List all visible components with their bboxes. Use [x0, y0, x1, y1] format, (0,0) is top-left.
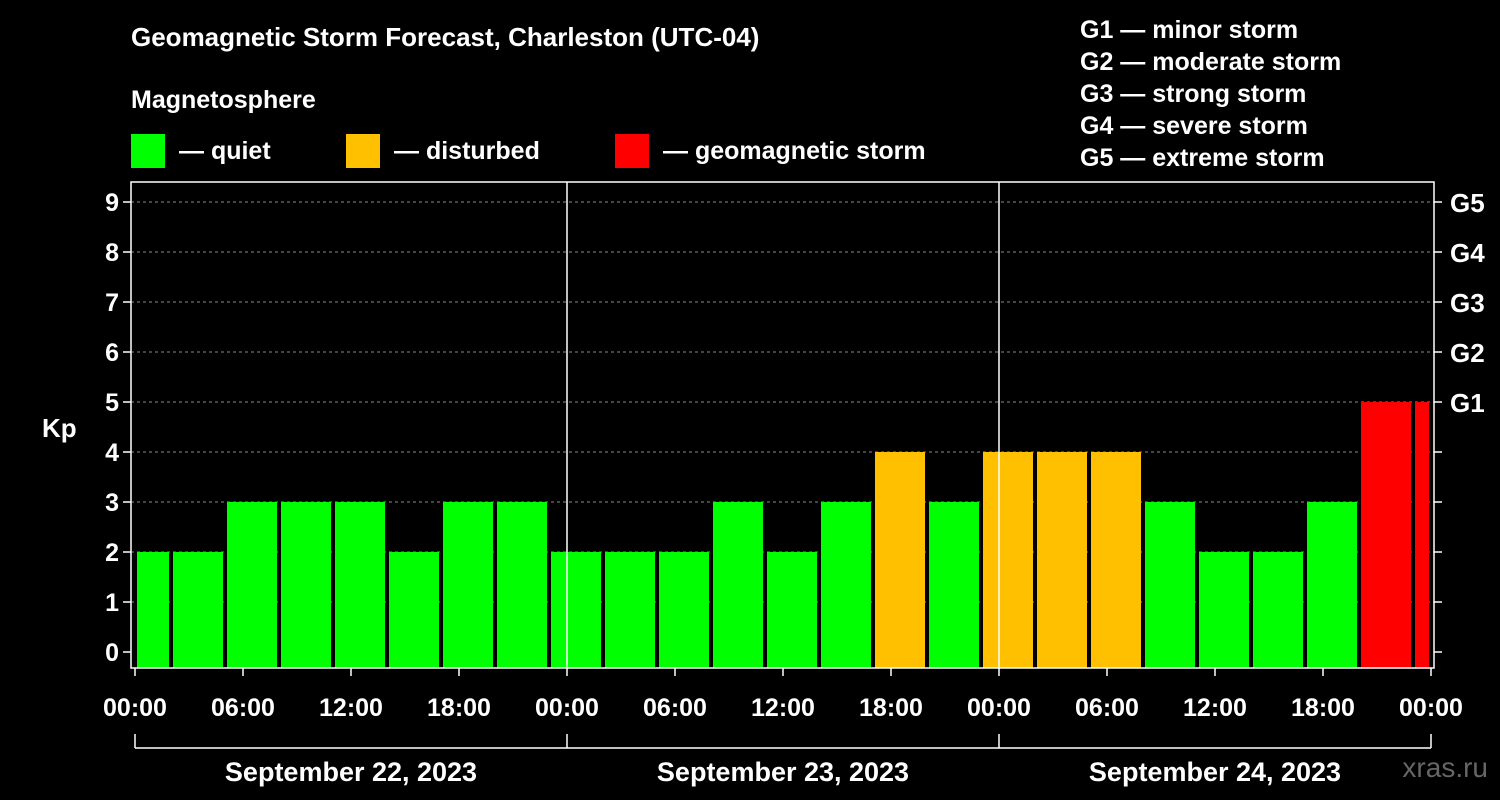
g-level-label: G1 — [1450, 388, 1485, 418]
kp-bar — [1145, 502, 1195, 668]
date-label: September 23, 2023 — [657, 757, 909, 787]
watermark: xras.ru — [1402, 752, 1488, 783]
kp-bar — [1091, 452, 1141, 668]
legend-swatch-storm — [615, 134, 649, 168]
g-level-label: G4 — [1450, 238, 1485, 268]
legend-label-quiet: — quiet — [179, 136, 271, 165]
y-tick-label: 6 — [105, 339, 119, 367]
g-level-label: G2 — [1450, 338, 1485, 368]
y-tick-label: 5 — [105, 389, 119, 417]
kp-bar — [1307, 502, 1357, 668]
legend-label-storm: — geomagnetic storm — [663, 136, 926, 165]
kp-bar — [389, 552, 439, 668]
kp-bar — [713, 502, 763, 668]
legend-item-storm: — geomagnetic storm — [615, 134, 926, 168]
x-tick-label: 00:00 — [103, 694, 167, 722]
g-level-label: G3 — [1450, 288, 1485, 318]
legend-swatch-quiet — [131, 134, 165, 168]
kp-bar — [1415, 402, 1429, 668]
g-scale-item: G2 — moderate storm — [1080, 48, 1342, 76]
y-tick-label: 4 — [105, 439, 119, 467]
kp-bar — [659, 552, 709, 668]
y-tick-label: 2 — [105, 539, 119, 567]
x-tick-label: 00:00 — [1399, 694, 1463, 722]
kp-bar — [335, 502, 385, 668]
legend-label-disturbed: — disturbed — [394, 136, 540, 165]
x-tick-label: 18:00 — [427, 694, 491, 722]
kp-bar — [1253, 552, 1303, 668]
x-tick-label: 12:00 — [319, 694, 383, 722]
kp-bar — [173, 552, 223, 668]
chart-title: Geomagnetic Storm Forecast, Charleston (… — [131, 22, 760, 52]
y-tick-label: 8 — [105, 239, 119, 267]
kp-bar — [821, 502, 871, 668]
x-tick-label: 18:00 — [859, 694, 923, 722]
g-level-label: G5 — [1450, 188, 1485, 218]
y-axis-label: Kp — [42, 413, 77, 443]
kp-bar — [1199, 552, 1249, 668]
y-tick-label: 9 — [105, 189, 119, 217]
kp-bar — [767, 552, 817, 668]
x-tick-label: 18:00 — [1291, 694, 1355, 722]
kp-bar — [605, 552, 655, 668]
x-tick-label: 12:00 — [751, 694, 815, 722]
y-tick-label: 1 — [105, 589, 119, 617]
kp-bar — [1037, 452, 1087, 668]
kp-bar — [497, 502, 547, 668]
date-label: September 22, 2023 — [225, 757, 477, 787]
y-tick-label: 3 — [105, 489, 119, 517]
date-label: September 24, 2023 — [1089, 757, 1341, 787]
x-tick-label: 12:00 — [1183, 694, 1247, 722]
legend-item-disturbed: — disturbed — [346, 134, 540, 168]
x-tick-label: 00:00 — [535, 694, 599, 722]
x-tick-label: 00:00 — [967, 694, 1031, 722]
kp-bar — [1361, 402, 1411, 668]
y-tick-label: 0 — [105, 639, 119, 667]
x-tick-label: 06:00 — [643, 694, 707, 722]
g-scale-item: G5 — extreme storm — [1080, 144, 1325, 172]
y-tick-label: 7 — [105, 289, 119, 317]
kp-bar — [551, 552, 601, 668]
kp-bar — [443, 502, 493, 668]
legend-swatch-disturbed — [346, 134, 380, 168]
legend-item-quiet: — quiet — [131, 134, 271, 168]
legend-title: Magnetosphere — [131, 86, 316, 114]
kp-bar — [227, 502, 277, 668]
g-scale-list: G1 — minor storm G2 — moderate storm G3 … — [1080, 14, 1341, 174]
g-scale-item: G3 — strong storm — [1080, 80, 1307, 108]
kp-bar — [137, 552, 169, 668]
x-tick-label: 06:00 — [1075, 694, 1139, 722]
kp-bar — [875, 452, 925, 668]
kp-bar — [281, 502, 331, 668]
kp-bar — [929, 502, 979, 668]
g-scale-item: G1 — minor storm — [1080, 16, 1299, 44]
x-tick-label: 06:00 — [211, 694, 275, 722]
g-scale-item: G4 — severe storm — [1080, 112, 1308, 140]
kp-bar — [983, 452, 1033, 668]
